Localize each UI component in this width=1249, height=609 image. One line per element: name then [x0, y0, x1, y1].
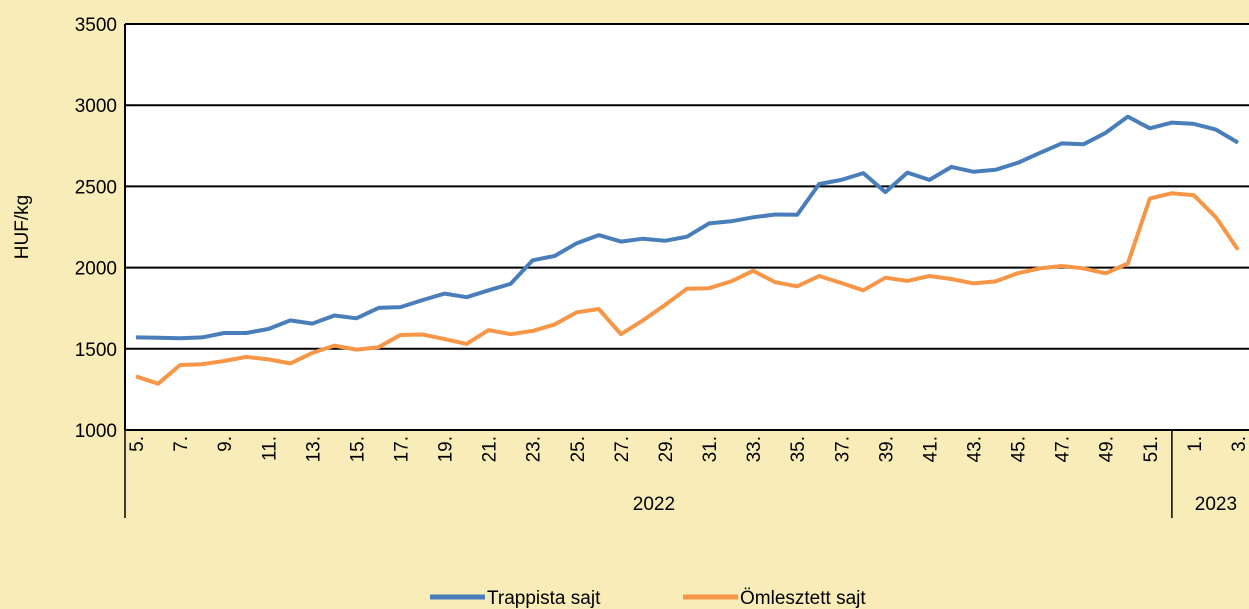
- y-tick-label: 3000: [75, 96, 117, 117]
- series-line: [135, 191, 1240, 386]
- x-tick-label: 43.: [965, 436, 986, 462]
- x-tick-label: 19.: [436, 436, 457, 462]
- x-tick-label: 33.: [744, 436, 765, 462]
- x-tick-label: 17.: [391, 436, 412, 462]
- x-tick-label: 5.: [127, 436, 148, 452]
- x-tick-label: 15.: [347, 436, 368, 462]
- x-tick-label: 51.: [1141, 436, 1162, 462]
- series-line: [135, 114, 1240, 341]
- x-tick-label: 31.: [700, 436, 721, 462]
- x-tick-label: 41.: [920, 436, 941, 462]
- x-tick-label: 49.: [1097, 436, 1118, 462]
- x-tick-label: 29.: [656, 436, 677, 462]
- legend-label: Ömlesztett sajt: [740, 588, 866, 609]
- y-tick-label: 3500: [75, 15, 117, 36]
- x-tick-label: 39.: [876, 436, 897, 462]
- x-tick-label: 25.: [568, 436, 589, 462]
- x-tick-label: 1.: [1185, 436, 1206, 452]
- x-tick-label: 3.: [1229, 436, 1249, 452]
- x-tick-label: 21.: [480, 436, 501, 462]
- x-tick-label: 27.: [612, 436, 633, 462]
- x-tick-label: 23.: [524, 436, 545, 462]
- y-tick-label: 2000: [75, 259, 117, 280]
- x-tick-label: 35.: [788, 436, 809, 462]
- x-tick-label: 11.: [259, 436, 280, 461]
- y-axis-title: HUF/kg: [12, 195, 33, 259]
- x-group-label: 2022: [633, 494, 675, 515]
- x-tick-label: 7.: [171, 436, 192, 452]
- x-tick-label: 9.: [215, 436, 236, 452]
- y-tick-label: 1500: [75, 340, 117, 361]
- legend-label: Trappista sajt: [487, 588, 601, 609]
- x-tick-label: 47.: [1053, 436, 1074, 462]
- y-tick-label: 1000: [75, 421, 117, 442]
- x-tick-label: 13.: [303, 436, 324, 462]
- y-tick-label: 2500: [75, 177, 117, 198]
- x-tick-label: 45.: [1009, 436, 1030, 462]
- x-group-label: 2023: [1195, 494, 1237, 515]
- x-tick-label: 37.: [832, 436, 853, 462]
- plot-area: [125, 24, 1249, 430]
